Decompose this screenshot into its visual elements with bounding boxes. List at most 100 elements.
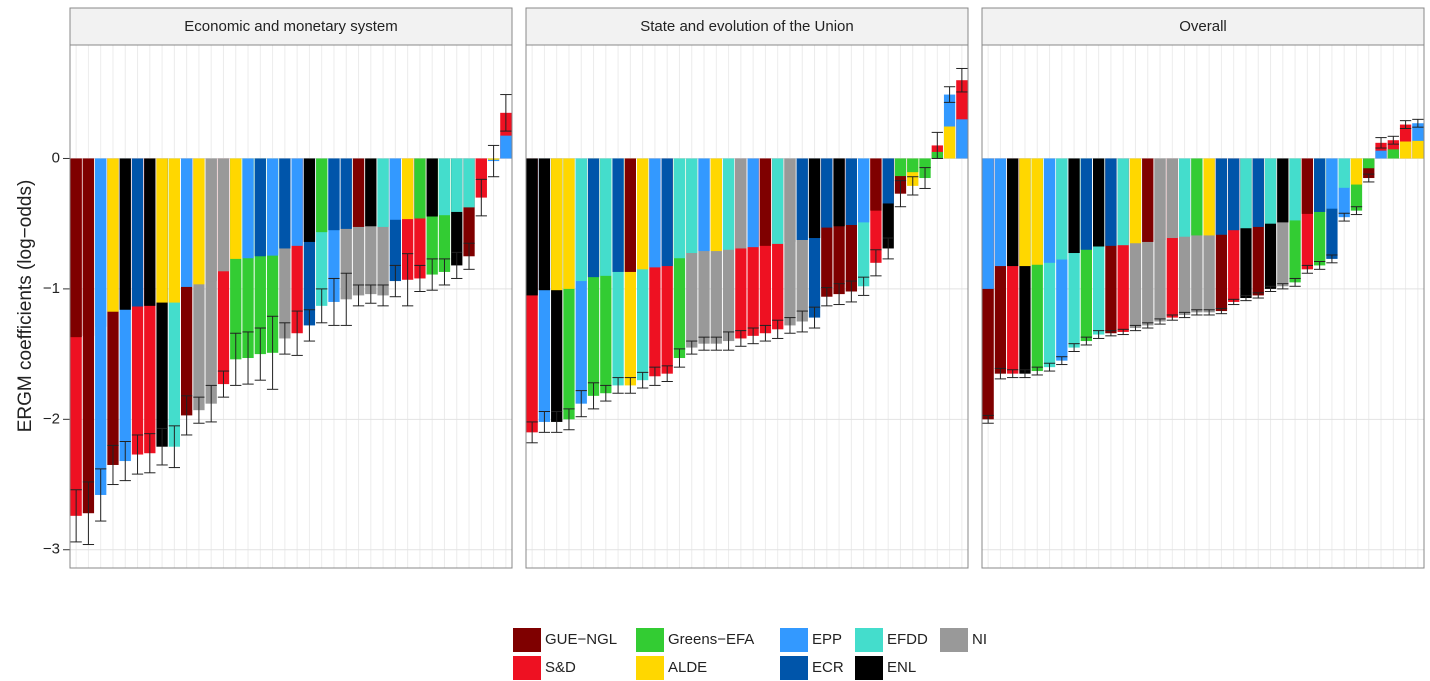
legend-label: EPP xyxy=(812,631,842,648)
bar-inner-half xyxy=(600,158,612,276)
legend-swatch xyxy=(636,628,664,652)
bar-inner-half xyxy=(698,158,710,252)
bar-inner-half xyxy=(168,158,181,303)
bar-inner-half xyxy=(686,158,698,254)
bar-inner-half xyxy=(882,158,894,204)
bar-inner-half xyxy=(389,158,402,220)
bar-inner-half xyxy=(636,158,649,270)
bar-inner-half xyxy=(144,158,156,306)
bar-inner-half xyxy=(1203,158,1215,236)
bar-inner-half xyxy=(1154,158,1166,240)
bar-inner-half xyxy=(1068,158,1080,254)
bar-inner-half xyxy=(377,158,389,227)
bar-inner-half xyxy=(107,158,119,312)
bar-inner-half xyxy=(956,119,968,159)
bar-inner-half xyxy=(673,158,686,259)
bar-inner-half xyxy=(919,158,931,169)
y-axis-label: ERGM coefficients (log−odds) xyxy=(15,180,36,433)
bar-inner-half xyxy=(205,158,217,282)
bar-inner-half xyxy=(1363,158,1375,169)
bar-inner-half xyxy=(1350,158,1363,185)
bar-inner-half xyxy=(463,158,475,208)
y-tick-label: −3 xyxy=(43,541,60,558)
bar-inner-half xyxy=(661,158,673,267)
bar-inner-half xyxy=(772,158,784,244)
bar xyxy=(119,158,131,462)
bar-inner-half xyxy=(95,158,107,327)
bar-inner-half xyxy=(401,158,414,220)
bar-inner-half xyxy=(1387,149,1399,159)
bar-inner-half xyxy=(845,158,858,225)
bar-inner-half xyxy=(894,158,907,177)
legend-label: EFDD xyxy=(887,631,928,648)
legend-label: NI xyxy=(972,631,987,648)
bar-inner-half xyxy=(1412,140,1424,159)
bar-inner-half xyxy=(279,158,291,249)
bar-inner-half xyxy=(526,158,538,296)
bar-inner-half xyxy=(1301,158,1314,214)
facet-title: State and evolution of the Union xyxy=(640,18,854,35)
bar-inner-half xyxy=(735,158,747,249)
panel-border xyxy=(525,44,969,569)
bar-inner-half xyxy=(1289,158,1301,221)
bar-inner-half xyxy=(70,158,82,338)
bar-inner-half xyxy=(1313,158,1326,212)
bar-inner-half xyxy=(1105,158,1117,246)
bar-inner-half xyxy=(1117,158,1129,246)
bar xyxy=(70,158,82,516)
legend-label: Greens−EFA xyxy=(668,631,754,648)
bar-inner-half xyxy=(1277,158,1289,223)
bar-inner-half xyxy=(1129,158,1142,244)
bar-inner-half xyxy=(1056,158,1068,260)
strip xyxy=(69,7,513,46)
panel-border xyxy=(981,44,1425,569)
bar-inner-half xyxy=(1375,150,1387,159)
bar-inner-half xyxy=(575,158,587,282)
bar-inner-half xyxy=(352,158,365,227)
bar-inner-half xyxy=(426,158,438,217)
bar-inner-half xyxy=(1228,158,1240,231)
facet-title: Economic and monetary system xyxy=(184,18,397,35)
panel-border xyxy=(69,44,513,569)
legend-label: S&D xyxy=(545,659,576,676)
bar xyxy=(526,158,538,433)
bar-inner-half xyxy=(365,158,377,227)
bar-inner-half xyxy=(230,158,242,259)
bar-inner-half xyxy=(180,158,193,287)
bar-inner-half xyxy=(1252,158,1264,227)
legend-swatch xyxy=(855,656,883,680)
bar-inner-half xyxy=(907,158,919,173)
bar-inner-half xyxy=(254,158,266,257)
bar-inner-half xyxy=(747,158,759,248)
bar-inner-half xyxy=(1338,158,1350,188)
bar xyxy=(107,158,119,465)
legend-swatch xyxy=(513,656,541,680)
facet-title: Overall xyxy=(1179,18,1227,35)
bar-inner-half xyxy=(1166,158,1178,239)
strip xyxy=(981,7,1425,46)
bar-inner-half xyxy=(316,158,328,233)
bar-inner-half xyxy=(217,158,230,272)
bar-inner-half xyxy=(833,158,845,227)
bar-inner-half xyxy=(119,158,131,310)
bar-inner-half xyxy=(303,158,316,242)
bar-inner-half xyxy=(131,158,144,307)
bar-inner-half xyxy=(538,158,551,291)
bar-inner-half xyxy=(156,158,168,303)
legend-label: ENL xyxy=(887,659,916,676)
bar-inner-half xyxy=(551,158,563,291)
bar-inner-half xyxy=(1043,158,1056,263)
bar xyxy=(377,158,389,296)
bar-inner-half xyxy=(612,158,624,272)
bar-inner-half xyxy=(438,158,451,216)
bar xyxy=(1387,140,1399,159)
bar-inner-half xyxy=(1007,158,1019,267)
bar-inner-half xyxy=(475,158,487,179)
bar-inner-half xyxy=(1178,158,1191,237)
legend-swatch xyxy=(940,628,968,652)
bar-inner-half xyxy=(808,158,821,239)
bar-inner-half xyxy=(1399,141,1412,159)
bar-inner-half xyxy=(1031,158,1043,265)
y-tick-label: −2 xyxy=(43,410,60,427)
